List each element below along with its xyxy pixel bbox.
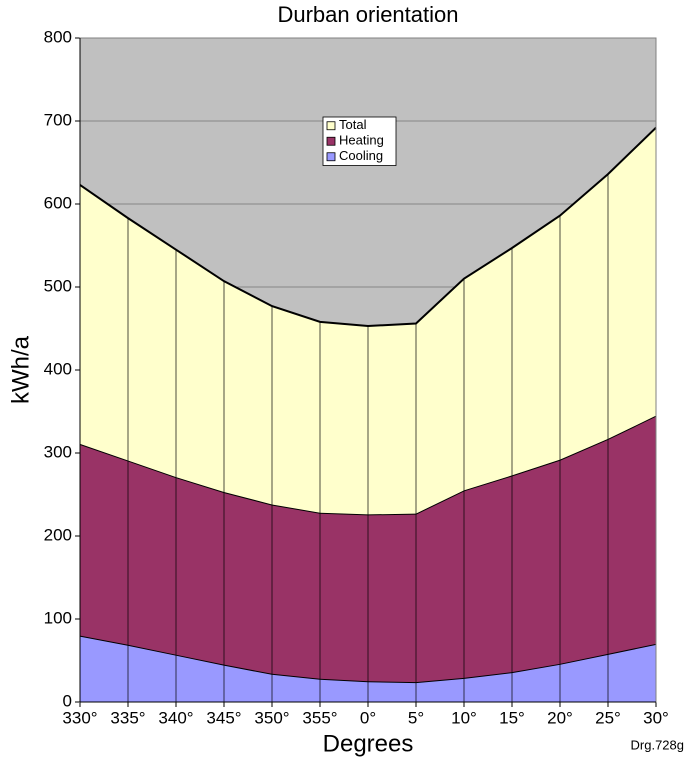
- y-tick-label: 200: [44, 525, 72, 544]
- x-tick-label: 10°: [451, 708, 477, 727]
- y-tick-label: 700: [44, 110, 72, 129]
- x-tick-label: 0°: [360, 708, 376, 727]
- y-tick-label: 300: [44, 442, 72, 461]
- legend-swatch: [326, 152, 336, 162]
- x-tick-label: 355°: [302, 708, 337, 727]
- legend-swatch: [326, 136, 336, 146]
- x-tick-label: 330°: [62, 708, 97, 727]
- y-tick-label: 100: [44, 608, 72, 627]
- chart-title: Durban orientation: [277, 2, 458, 27]
- y-tick-label: 800: [44, 27, 72, 46]
- x-tick-label: 20°: [547, 708, 573, 727]
- y-tick-label: 600: [44, 193, 72, 212]
- legend-label: Total: [339, 117, 367, 132]
- x-tick-label: 25°: [595, 708, 621, 727]
- legend-label: Cooling: [339, 148, 383, 163]
- x-tick-label: 30°: [643, 708, 669, 727]
- x-tick-label: 5°: [408, 708, 424, 727]
- y-tick-label: 400: [44, 359, 72, 378]
- x-tick-label: 345°: [206, 708, 241, 727]
- x-tick-label: 340°: [158, 708, 193, 727]
- annotation: Drg.728g: [631, 737, 684, 752]
- legend-label: Heating: [339, 133, 384, 148]
- x-axis-label: Degrees: [323, 730, 414, 757]
- y-axis-label: kWh/a: [7, 335, 34, 404]
- y-tick-label: 500: [44, 276, 72, 295]
- x-tick-label: 335°: [110, 708, 145, 727]
- x-tick-label: 15°: [499, 708, 525, 727]
- legend-swatch: [326, 121, 336, 131]
- x-tick-label: 350°: [254, 708, 289, 727]
- y-tick-label: 0: [63, 691, 72, 710]
